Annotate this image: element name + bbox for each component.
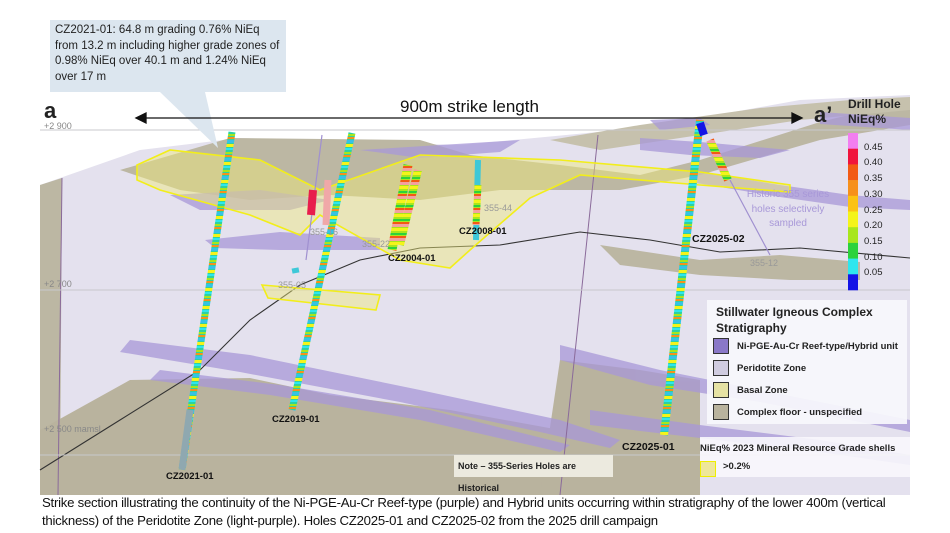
colorbar-tick: 0.05: [864, 267, 883, 279]
legend-label: Complex floor - unspecified: [737, 406, 863, 418]
drill-hole-355-12: [729, 179, 771, 256]
colorbar-tick: 0.40: [864, 157, 883, 169]
drill-hole-cz2025-02: [706, 138, 732, 182]
grade-shell-swatch: [700, 461, 716, 477]
colorbar-segment: [848, 227, 858, 244]
strike-length-arrow: [134, 111, 804, 125]
fault-lines: [57, 134, 599, 496]
colorbar-title-line1: Drill Hole: [848, 97, 901, 111]
legend-title: Stillwater Igneous Complex Stratigraphy: [716, 305, 873, 335]
legend-item-peridotite: Peridotite Zone: [713, 360, 806, 376]
figure-caption: Strike section illustrating the continui…: [42, 495, 886, 528]
complex-floor-top: [120, 100, 910, 200]
section-end-label: a’: [814, 102, 832, 127]
elevation-2500: +2 500 mamsl: [44, 424, 101, 434]
grade-shell-title: NiEq% 2023 Mineral Resource Grade shells: [700, 443, 896, 454]
colorbar-title-line2: NiEq%: [848, 112, 887, 126]
svg-text:holes selectively: holes selectively: [752, 204, 825, 215]
colorbar-tick: 0.45: [864, 141, 883, 153]
hole-label-355-12: 355-12: [750, 258, 778, 268]
elevation-2700: +2 700: [44, 279, 72, 289]
legend-item-floor: Complex floor - unspecified: [713, 404, 862, 420]
hole-label-cz2004-01: CZ2004-01: [388, 253, 436, 264]
complex-floor-top-right: [550, 97, 910, 150]
hole-label-355-16: 355-16: [310, 227, 338, 237]
hole-label-cz2008-01: CZ2008-01: [459, 226, 507, 237]
hole-label-cz2025-01: CZ2025-01: [622, 441, 675, 453]
colorbar-title: Drill Hole NiEq%: [848, 97, 901, 127]
legend-item-basal: Basal Zone: [713, 382, 788, 398]
colorbar-segment: [848, 180, 858, 197]
hole-label-cz2019-01: CZ2019-01: [272, 414, 320, 425]
result-callout: CZ2021-01: 64.8 m grading 0.76% NiEq fro…: [50, 20, 286, 92]
hole-label-355-44: 355-44: [484, 203, 512, 213]
colorbar-tick: 0.10: [864, 251, 883, 263]
complex-floor-right: [600, 245, 860, 280]
drill-hole-cz2019-01: [288, 132, 356, 411]
legend-swatch: [713, 338, 729, 354]
colorbar-segment: [848, 148, 858, 165]
stratigraphy-legend: Stillwater Igneous Complex Stratigraphy …: [707, 300, 907, 424]
legend-swatch: [713, 360, 729, 376]
elevation-2900: +2 900: [44, 121, 72, 131]
complex-floor-left: [40, 178, 62, 495]
colorbar-tick: 0.15: [864, 235, 883, 247]
legend-label: Basal Zone: [737, 384, 788, 396]
colorbar-tick: 0.25: [864, 204, 883, 216]
colorbar-segment: [848, 195, 858, 212]
colorbar-segment: [848, 164, 858, 181]
historic-note: Historic 355 series holes selectively sa…: [747, 189, 829, 229]
section-start-label: a: [44, 98, 57, 123]
hole-label-355-05: 355-05: [278, 280, 306, 290]
hole-label-cz2021-01: CZ2021-01: [166, 471, 214, 482]
colorbar-tick: 0.20: [864, 220, 883, 232]
colorbar-segment: [848, 258, 858, 275]
colorbar-segment: [848, 211, 858, 228]
drill-holes: [178, 119, 771, 471]
colorbar-tick: 0.35: [864, 173, 883, 185]
historical-note: Note – 355-Series Holes are Historical: [454, 455, 613, 493]
callout-tail: [160, 92, 218, 148]
colorbar-segment: [848, 242, 858, 259]
colorbar: [848, 133, 858, 291]
grade-shells: [136, 149, 791, 311]
grade-shell-label: >0.2%: [723, 461, 751, 472]
svg-text:Historic 355 series: Historic 355 series: [747, 189, 829, 200]
legend-item-reef: Ni-PGE-Au-Cr Reef-type/Hybrid unit: [713, 338, 898, 354]
drill-hole-cz2004-01: [387, 164, 413, 251]
strike-length-label: 900m strike length: [400, 97, 539, 116]
colorbar-tick: 0.30: [864, 188, 883, 200]
hole-label-cz2025-02: CZ2025-02: [692, 233, 745, 245]
hole-label-355-22: 355-22: [362, 239, 390, 249]
drill-hole-cz2025-01: [660, 119, 704, 436]
legend-swatch: [713, 404, 729, 420]
legend-label: Peridotite Zone: [737, 362, 807, 374]
colorbar-segment: [848, 133, 858, 149]
svg-text:sampled: sampled: [769, 218, 807, 229]
legend-swatch: [713, 382, 729, 398]
legend-label: Ni-PGE-Au-Cr Reef-type/Hybrid unit: [737, 340, 898, 352]
colorbar-segment: [848, 274, 858, 291]
grade-shell-legend: NiEq% 2023 Mineral Resource Grade shells…: [700, 437, 910, 477]
